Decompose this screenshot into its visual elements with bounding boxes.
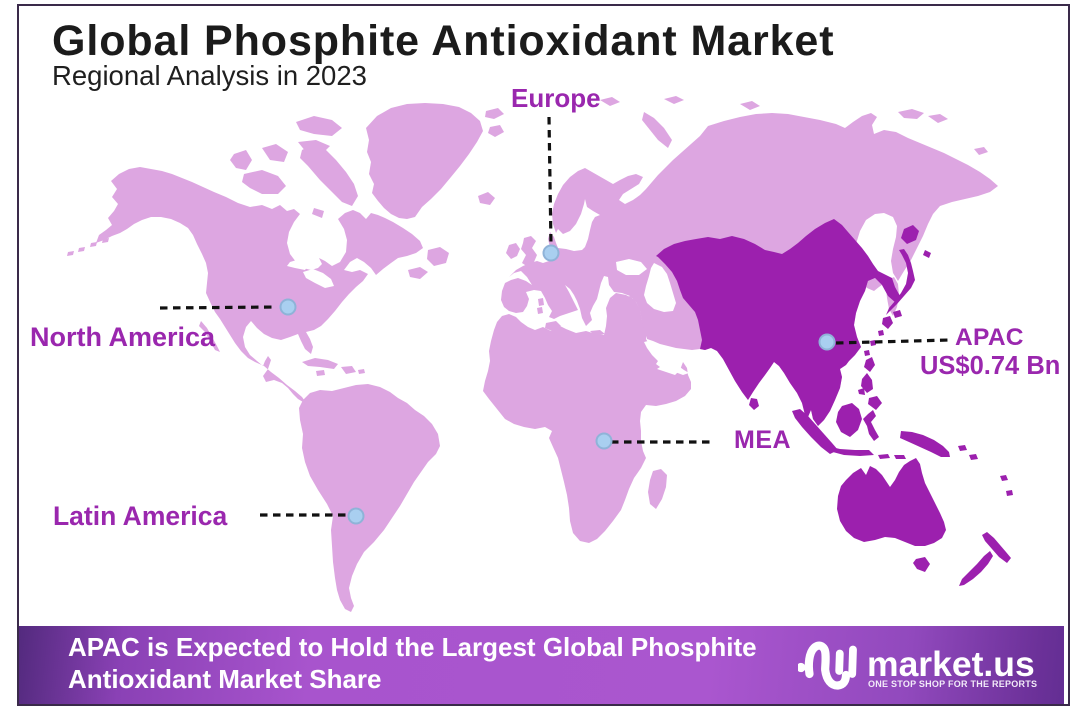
svg-text:market.us: market.us — [867, 644, 1035, 684]
svg-text:ONE STOP SHOP FOR THE REPORTS: ONE STOP SHOP FOR THE REPORTS — [868, 679, 1037, 689]
